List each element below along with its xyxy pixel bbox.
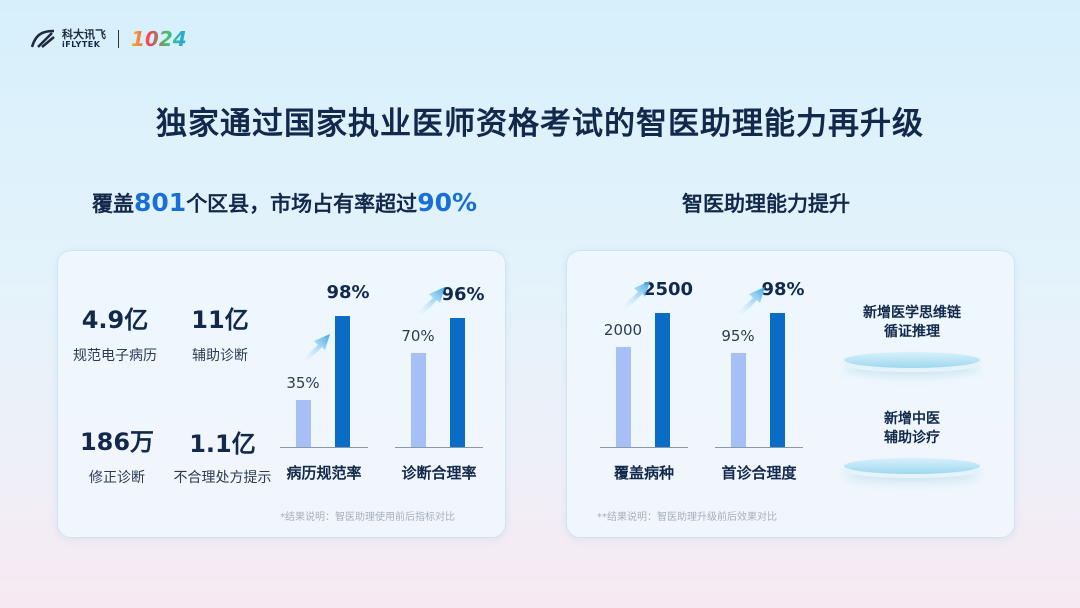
- data-label: 98%: [761, 279, 805, 300]
- trend-up-arrow-icon: [298, 334, 330, 367]
- page-title: 独家通过国家执业医师资格考试的智医助理能力再升级: [156, 106, 924, 142]
- bar-chart-2: 70% 96%: [395, 284, 485, 447]
- bar-before: [411, 353, 426, 447]
- pedestal-disc: [844, 352, 980, 368]
- feature-text: 新增中医 辅助诊疗: [884, 411, 940, 446]
- bar-chart-1: 35% 98%: [280, 282, 370, 447]
- logo-divider: [118, 30, 119, 48]
- trend-up-arrow-icon: [413, 287, 445, 320]
- stat-card: 186万 修正诊断: [79, 428, 155, 486]
- event-logo-1024: 1024: [131, 27, 187, 51]
- brand-logo: 科大讯飞 iFLYTEK 1024: [30, 27, 187, 51]
- pedestal-disc: [844, 458, 980, 474]
- trend-up-arrow-icon: [733, 287, 765, 320]
- stat-card: 11亿 辅助诊断: [191, 306, 249, 364]
- data-label: 98%: [326, 281, 370, 303]
- chart-category-label: 覆盖病种: [613, 464, 674, 482]
- bar-before: [731, 353, 746, 447]
- bar-before: [616, 346, 631, 447]
- bar-before: [296, 400, 311, 447]
- left-subtitle: 覆盖801个区县，市场占有率超过90%: [92, 188, 478, 217]
- bar-after: [450, 318, 465, 447]
- feature-text: 新增医学思维链 循证推理: [863, 305, 961, 340]
- stat-card: 1.1亿 不合理处方提示: [173, 430, 272, 486]
- feature-2: 新增中医 辅助诊疗: [827, 410, 997, 448]
- data-label: 2500: [642, 279, 694, 300]
- brand-name-en: iFLYTEK: [62, 39, 101, 49]
- data-label: 95%: [721, 327, 755, 346]
- left-footnote: *结果说明：智医助理使用前后指标对比: [280, 512, 455, 523]
- brand-name-cn: 科大讯飞: [62, 27, 106, 41]
- bar-after: [335, 315, 350, 447]
- chart-category-label: 首诊合理度: [721, 464, 797, 482]
- iflytek-logo-icon: [30, 29, 55, 48]
- chart-baseline: [280, 447, 368, 448]
- chart-category-label: 诊断合理率: [401, 464, 477, 482]
- bar-after: [770, 313, 785, 447]
- chart-category-label: 病历规范率: [286, 464, 362, 482]
- right-footnote: **结果说明：智医助理升级前后效果对比: [597, 512, 777, 523]
- trend-up-arrow-icon: [618, 280, 650, 313]
- feature-1: 新增医学思维链 循证推理: [827, 304, 997, 342]
- right-panel: [566, 250, 1015, 538]
- stat-card: 4.9亿 规范电子病历: [73, 306, 157, 364]
- chart-baseline: [395, 447, 483, 448]
- county-count: 801: [134, 188, 187, 217]
- bar-after: [655, 313, 670, 447]
- bar-chart-4: 95% 98%: [715, 279, 805, 447]
- bar-chart-3: 2000 2500: [600, 279, 693, 447]
- chart-baseline: [715, 447, 803, 448]
- market-share: 90%: [417, 188, 478, 217]
- right-subtitle: 智医助理能力提升: [682, 192, 850, 216]
- chart-baseline: [600, 447, 688, 448]
- data-label: 35%: [286, 374, 320, 393]
- data-label: 96%: [441, 284, 485, 306]
- data-label: 2000: [603, 320, 643, 339]
- data-label: 70%: [401, 327, 435, 346]
- left-panel: [57, 250, 506, 538]
